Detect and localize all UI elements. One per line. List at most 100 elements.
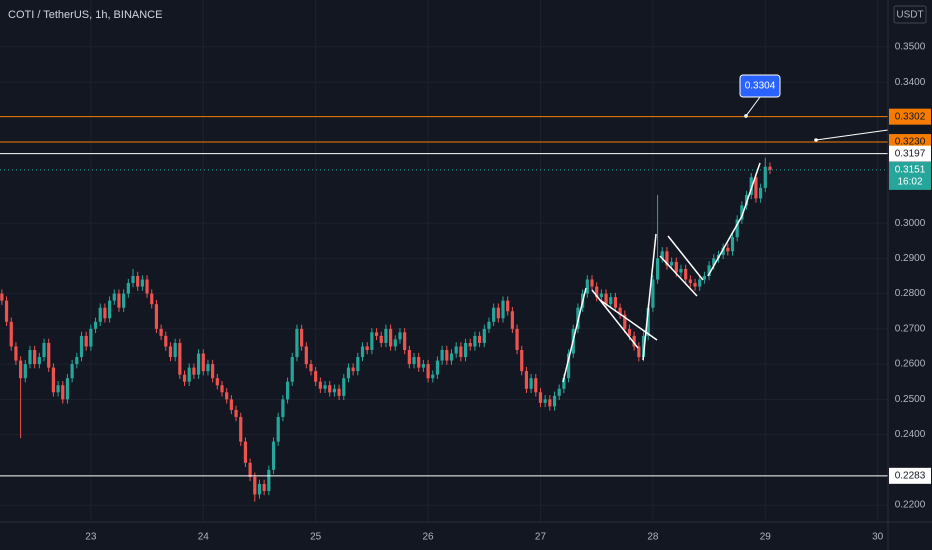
candle-body [360,346,365,358]
candle-body [744,194,749,206]
candle-body [688,279,692,284]
x-tick-label: 26 [423,532,435,543]
candle-body [136,275,140,287]
y-tick-label: 0.2600 [895,359,926,370]
candle-body [173,342,177,358]
trend-point [814,138,818,142]
candle-body [145,279,149,294]
candle-body [0,293,4,301]
candle-body [117,293,121,308]
candle-body [426,364,430,379]
trend-line [741,162,761,217]
candle-body [51,367,55,393]
price-line-label: 0.2283 [895,470,926,481]
candle-body [150,293,154,305]
candle-body [379,335,383,343]
candle-body [234,409,238,417]
y-tick-label: 0.2900 [895,253,926,264]
candle-body [309,364,313,372]
candle-body [618,307,622,315]
candle-body [33,349,37,365]
candle-body [529,378,533,389]
axes: 0.2200 0.2400 0.2500 0.2600 0.2700 0.2800 0.29… [85,42,931,543]
candle-body [726,247,730,252]
chart-title: COTI / TetherUS, 1h, BINANCE [8,9,162,21]
candle-body [267,469,271,491]
price-line-label: 0.3302 [895,111,926,122]
candle-body [112,293,116,301]
candle-body [646,307,650,336]
candle-body [566,353,571,379]
price-line-label-box [889,467,931,484]
candle-body [103,307,107,319]
candle-body [398,332,402,340]
x-tick-label: 25 [310,532,322,543]
candle-body [229,399,233,410]
trend-line [642,233,657,361]
countdown-label: 16:02 [897,177,922,188]
candle-body [4,300,9,322]
candle-body [445,349,449,361]
candle-body [42,342,46,358]
trend-line [815,129,889,141]
candle-body [754,177,758,199]
currency-label: USDT [896,10,923,21]
candle-body [702,275,707,280]
candle-body [440,349,444,361]
candle-body [70,364,74,379]
candle-body [641,335,646,358]
candle-body [548,399,552,407]
candle-body [670,261,674,266]
candle-body [225,392,229,400]
candle-body [89,328,93,347]
candle-body [674,261,678,273]
price-lines: 0.3304 [0,74,888,477]
candle-body [187,367,191,382]
candle-body [332,388,337,393]
candle-body [304,346,308,365]
candle-body [435,360,440,375]
candle-body [524,371,529,389]
candle-body [126,283,130,294]
price-line-label: 0.3230 [895,137,926,148]
trend-line [562,287,587,383]
candle-body [253,476,257,495]
candle-body [318,381,322,389]
candle-body [482,328,486,343]
trend-line [707,215,743,277]
trend-line [659,255,698,297]
last-price-box [889,161,931,190]
candle-body [23,364,27,379]
candle-body [37,357,41,365]
candle-body [417,357,421,368]
candle-body [300,328,304,347]
candle-body [604,293,608,305]
candle-body [431,374,435,379]
candle-body [707,265,711,276]
candle-body [220,385,224,393]
candle-body [463,342,468,358]
candle-body [627,328,632,336]
candle-body [285,381,290,400]
candle-body [19,360,23,379]
candle-body [346,367,351,379]
trend-line [667,235,704,281]
y-tick-label: 0.2400 [895,429,926,440]
candle-body [684,268,688,280]
candle-body [520,349,524,372]
trend-line [599,299,658,341]
candle-body [501,300,505,319]
candle-body [28,349,32,365]
candle-body [243,441,248,463]
candle-body [590,279,594,287]
candle-body [131,275,135,284]
candle-body [721,247,725,255]
candle-body [449,353,454,361]
candle-body [290,357,294,382]
candle-body [351,367,355,372]
candle-body [459,346,463,358]
candle-body [679,268,683,273]
candle-body [534,378,538,393]
